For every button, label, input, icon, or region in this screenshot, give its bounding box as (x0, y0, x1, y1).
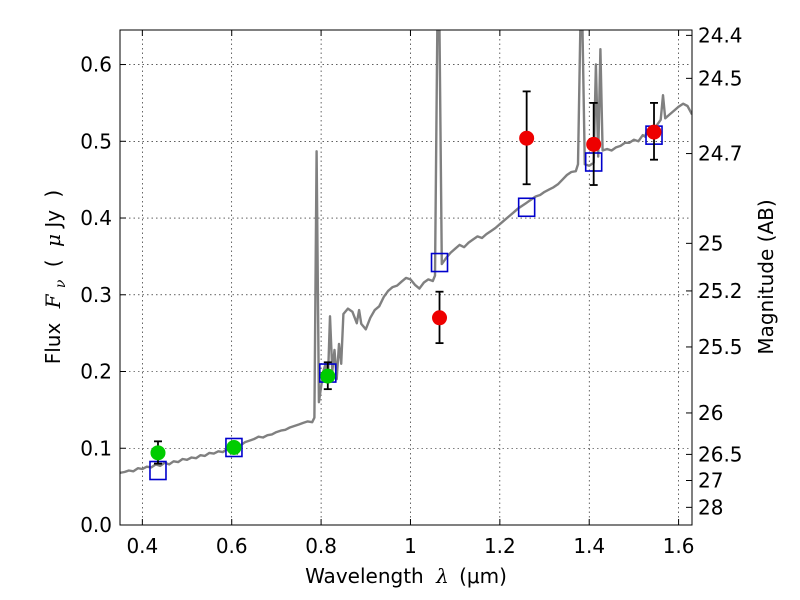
magnitude-tick-label: 24.4 (698, 23, 743, 47)
y-axis-label-unit-mu: μ (41, 234, 65, 247)
y-axis-label-subscript: ν (53, 279, 69, 288)
magnitude-tick-label: 24.7 (698, 142, 743, 166)
y-tick-label: 0.2 (80, 360, 112, 384)
model-band-flux-square (430, 252, 449, 273)
observed-flux-point (150, 445, 166, 461)
y-tick-label: 0.0 (80, 513, 112, 537)
magnitude-axis-label: Magnitude (AB) (754, 199, 778, 354)
y-axis-label-prefix: Flux (41, 323, 65, 365)
observed-flux-point (519, 130, 535, 146)
x-tick-label: 1 (404, 534, 417, 558)
observed-flux-point (586, 136, 602, 152)
axes-frame (119, 29, 693, 526)
observed-flux-point (320, 368, 336, 384)
observed-flux-point (432, 310, 448, 326)
magnitude-tick-label: 25.2 (698, 279, 743, 303)
x-axis-label-prefix: Wavelength (305, 564, 424, 588)
x-tick-label: 1.6 (663, 534, 695, 558)
x-axis-label-unit: (μm) (459, 564, 507, 588)
x-axis-ticks: 0.4 0.6 0.8 1 1.2 1.4 1.6 (126, 30, 695, 558)
x-tick-label: 0.4 (126, 534, 158, 558)
x-axis-label: Wavelength λ (μm) (305, 564, 507, 588)
y-axis-label: Flux F ν ( μ Jy ) (41, 190, 70, 365)
magnitude-tick-label: 28 (698, 495, 723, 519)
grid-lines (120, 30, 692, 526)
y-tick-label: 0.1 (80, 436, 112, 460)
model-band-flux-square (517, 197, 536, 218)
x-tick-label: 0.6 (216, 534, 248, 558)
y-axis-label-unit: Jy (41, 210, 65, 230)
magnitude-tick-label: 26.5 (698, 442, 743, 466)
observed-flux-point (226, 439, 242, 455)
magnitude-tick-label: 27 (698, 468, 723, 492)
magnitude-tick-label: 26 (698, 401, 723, 425)
y-tick-label: 0.4 (80, 206, 112, 230)
y-axis-label-unit-open: ( (41, 259, 65, 267)
magnitude-axis-ticks: 24.4 24.5 24.7 25 25.2 25.5 26 26.527 28 (686, 23, 743, 519)
x-tick-label: 1.2 (484, 534, 516, 558)
magnitude-tick-label: 25.5 (698, 335, 743, 359)
model-band-flux-square (225, 437, 243, 458)
observed-flux-point (646, 124, 662, 140)
magnitude-tick-label: 25 (698, 231, 723, 255)
y-tick-label: 0.6 (80, 53, 112, 77)
plot-area (120, 30, 692, 481)
y-tick-label: 0.5 (80, 129, 112, 153)
y-tick-label: 0.3 (80, 283, 112, 307)
x-axis-label-symbol: λ (435, 564, 449, 588)
magnitude-tick-label: 24.5 (698, 66, 743, 90)
y-axis-label-symbol: F (41, 293, 65, 309)
x-tick-label: 0.8 (305, 534, 337, 558)
model-spectrum-line (120, 30, 692, 474)
x-tick-label: 1.4 (573, 534, 605, 558)
y-axis-ticks: 0.0 0.1 0.2 0.3 0.4 0.5 0.6 (80, 53, 126, 537)
y-axis-label-unit-close: ) (41, 190, 65, 198)
